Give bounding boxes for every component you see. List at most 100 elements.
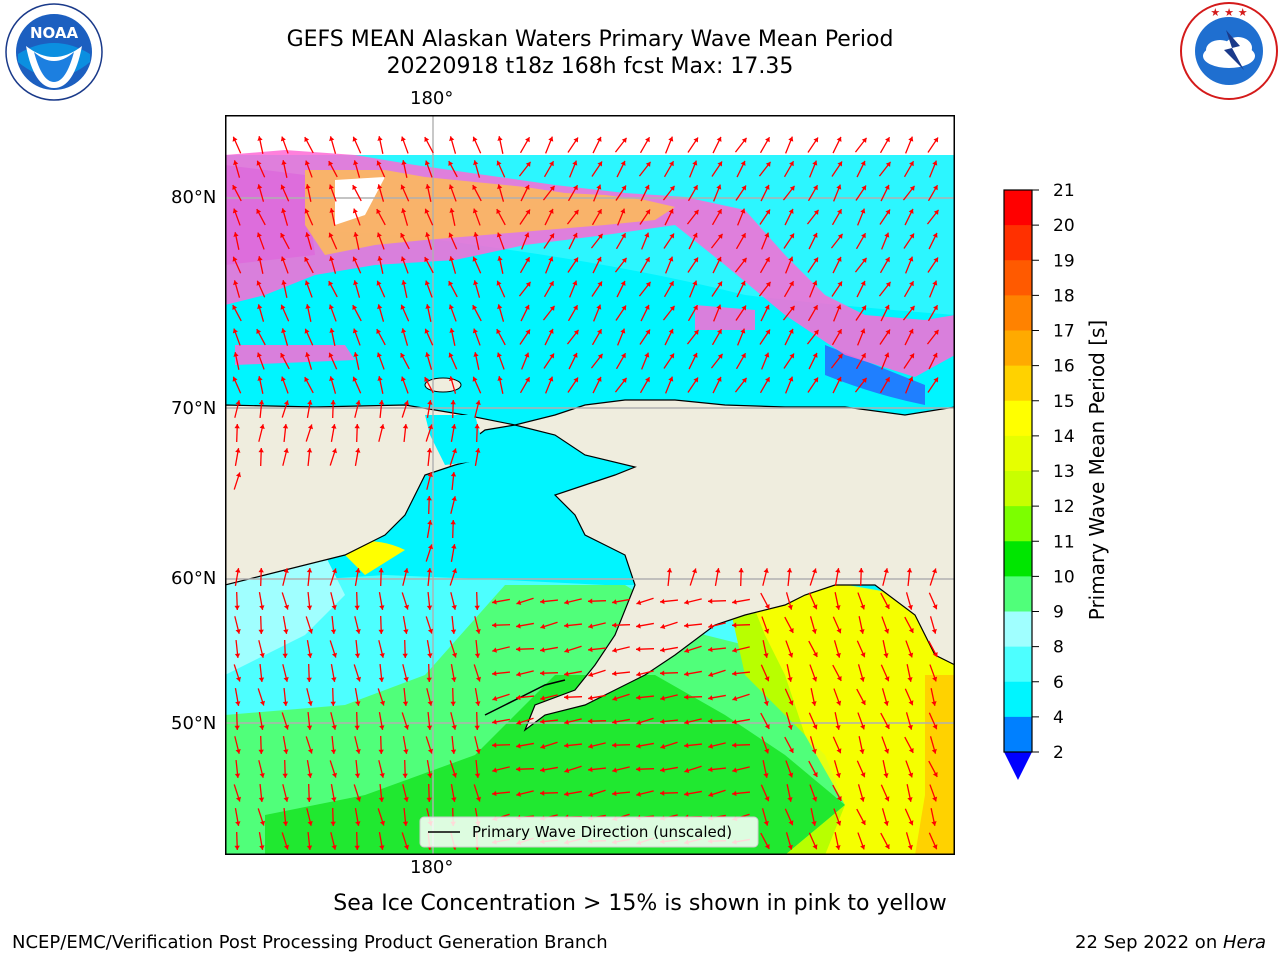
wave-arrow xyxy=(540,621,558,630)
wave-arrow xyxy=(855,305,867,321)
wave-arrow xyxy=(258,783,265,803)
wave-arrow xyxy=(636,670,654,677)
wave-arrow xyxy=(256,160,266,178)
wave-arrow xyxy=(378,424,385,442)
wave-arrow xyxy=(352,328,361,346)
wave-arrow xyxy=(880,784,890,802)
colorbar-tick-label: 4 xyxy=(1053,708,1064,728)
wave-arrow xyxy=(735,352,747,370)
colorbar-tick-label: 17 xyxy=(1053,322,1075,342)
wave-arrow xyxy=(473,784,482,802)
period-9-zone-west xyxy=(225,555,345,675)
colorbar-tick-label: 9 xyxy=(1053,603,1064,623)
wave-arrow xyxy=(426,663,432,683)
wave-arrow xyxy=(587,766,607,773)
wave-arrow xyxy=(882,760,889,778)
wave-arrow xyxy=(376,208,386,226)
wave-arrow xyxy=(257,376,264,394)
wave-arrow xyxy=(282,448,289,466)
colorbar-label: Primary Wave Mean Period [s] xyxy=(1085,319,1109,621)
wave-arrow xyxy=(543,233,555,249)
wave-arrow xyxy=(732,718,750,725)
wave-arrow xyxy=(400,352,410,370)
wave-arrow xyxy=(233,232,240,250)
wave-arrow xyxy=(660,741,678,750)
wave-arrow xyxy=(929,784,938,802)
wave-arrow xyxy=(424,376,434,394)
wave-arrow xyxy=(426,447,433,467)
wave-arrow xyxy=(563,622,583,629)
wave-arrow xyxy=(905,376,914,394)
wave-arrow xyxy=(496,328,506,346)
wave-arrow xyxy=(329,760,338,778)
wave-arrow xyxy=(258,735,264,755)
wave-arrow xyxy=(232,208,241,226)
wave-arrow xyxy=(472,328,481,346)
wave-arrow xyxy=(568,352,578,370)
wave-arrow xyxy=(234,448,241,466)
wave-arrow xyxy=(516,597,534,606)
wave-arrow xyxy=(855,232,867,250)
wave-arrow xyxy=(426,688,433,706)
wave-arrow xyxy=(282,687,289,707)
lat-label-50n: 50°N xyxy=(171,713,217,734)
wave-arrow xyxy=(928,232,938,250)
wave-arrow xyxy=(518,161,532,177)
wave-arrow xyxy=(783,280,795,298)
wave-arrow xyxy=(449,568,458,586)
wave-arrow xyxy=(492,718,510,725)
wave-arrow xyxy=(354,831,360,851)
wave-arrow xyxy=(497,184,505,202)
wave-arrow xyxy=(234,423,240,443)
wave-arrow xyxy=(450,544,457,562)
wave-arrow xyxy=(425,544,434,562)
wave-arrow xyxy=(352,376,362,394)
wave-arrow xyxy=(854,377,868,393)
wave-arrow xyxy=(688,352,698,370)
wave-arrow xyxy=(258,760,265,778)
wave-arrow xyxy=(759,329,771,345)
wave-arrow xyxy=(639,136,651,154)
wave-arrow xyxy=(352,304,362,322)
legend-label: Primary Wave Direction (unscaled) xyxy=(472,823,732,841)
wave-arrow xyxy=(491,622,511,628)
wave-arrow xyxy=(426,400,433,418)
wave-arrow xyxy=(256,232,265,250)
wave-arrow xyxy=(519,136,531,154)
wave-arrow xyxy=(329,376,337,394)
wave-arrow xyxy=(281,712,290,730)
wave-arrow xyxy=(449,136,457,154)
wave-arrow xyxy=(540,694,558,701)
wave-arrow xyxy=(280,232,290,250)
colorbar-block xyxy=(1004,681,1032,718)
wave-arrow xyxy=(635,646,655,652)
wave-arrow xyxy=(540,741,558,750)
wave-arrow xyxy=(759,376,771,394)
wave-arrow xyxy=(539,670,559,676)
wave-arrow xyxy=(738,567,744,587)
wave-arrow xyxy=(735,232,747,250)
wave-arrow xyxy=(810,688,817,706)
wave-arrow xyxy=(330,399,336,419)
wave-arrow xyxy=(734,257,748,273)
wave-arrow xyxy=(834,712,841,730)
wave-arrow xyxy=(761,352,770,370)
colorbar-ticks: 21 20 19 18 17 16 15 14 13 12 11 10 9 8 6 4 2 xyxy=(1032,181,1075,763)
wave-arrow xyxy=(564,645,582,654)
period-11-zone xyxy=(265,675,845,855)
wave-arrow xyxy=(330,832,337,850)
wave-arrow xyxy=(588,742,606,749)
wave-arrow xyxy=(234,831,240,851)
wave-arrow xyxy=(563,694,583,700)
wave-arrow xyxy=(638,281,652,297)
wave-arrow xyxy=(543,353,555,369)
wave-arrow xyxy=(880,832,890,850)
wave-arrow xyxy=(450,519,456,539)
colorbar-tick-label: 8 xyxy=(1053,638,1064,658)
wave-arrow xyxy=(663,233,675,249)
wave-arrow xyxy=(807,377,819,393)
wave-arrow xyxy=(928,832,938,850)
wave-arrow xyxy=(567,184,579,202)
wave-arrow xyxy=(785,256,794,274)
wave-arrow xyxy=(473,160,481,178)
